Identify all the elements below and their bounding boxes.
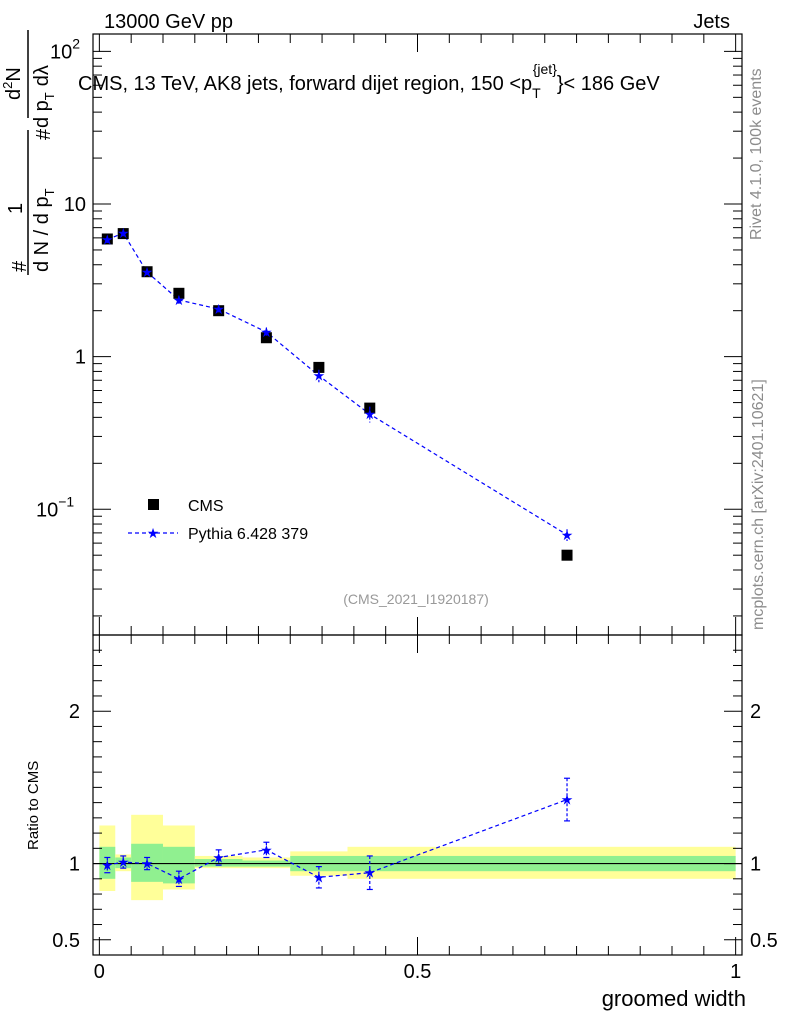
ratio-plot-frame xyxy=(92,634,743,956)
category-label: Jets xyxy=(693,11,730,33)
rivet-label: Rivet 4.1.0, 100k events xyxy=(748,68,765,240)
x-tick-label: 0 xyxy=(94,961,105,983)
main-series: ★ ★★★★★★★★ xyxy=(101,226,573,561)
ratio-point-3: ★ xyxy=(173,872,186,888)
ratio-point-2: ★ xyxy=(141,857,154,873)
cms-point-5 xyxy=(260,332,272,344)
title-main: CMS, 13 TeV, AK8 jets, forward dijet reg… xyxy=(78,73,532,95)
cms-point-1 xyxy=(117,228,129,240)
ylabel-hash2: # xyxy=(33,128,55,140)
cms-point-8 xyxy=(561,549,573,561)
pythia-point-3: ★ xyxy=(173,293,186,309)
ylabel-dn: d N / d pT xyxy=(31,188,57,272)
y-tick-label-exp: 2 xyxy=(72,35,80,51)
ratio-tick-label-right: 0.5 xyxy=(750,930,778,952)
legend-pythia-label: Pythia 6.428 379 xyxy=(188,526,308,543)
pythia-point-0: ★ xyxy=(101,233,114,249)
y-axis-label: # 1 d N / d pT # d2N d pTdλ xyxy=(0,30,57,275)
ratio-point-0: ★ xyxy=(101,858,114,874)
x-axis-label: groomed width xyxy=(602,986,746,1011)
cms-point-4 xyxy=(213,305,225,317)
y-tick-label: 1 xyxy=(75,347,86,369)
ratio-series: ★ ★ ★★★ ★★ ★★ xyxy=(101,777,574,891)
pythia-point-4: ★ xyxy=(212,302,225,318)
ratio-tick-label-right: 2 xyxy=(750,701,761,723)
main-plot-frame xyxy=(92,33,743,636)
ratio-point-4: ★ xyxy=(212,850,225,866)
ratio-tick-label-right: 1 xyxy=(750,854,761,876)
ratio-uncertainty-bands xyxy=(93,814,742,901)
chart-title: CMS, 13 TeV, AK8 jets, forward dijet reg… xyxy=(78,61,660,101)
legend-cms-marker xyxy=(148,499,159,510)
title-end: }< 186 GeV xyxy=(557,73,661,95)
cms-point-6 xyxy=(313,361,325,373)
ratio-tick-label-left: 2 xyxy=(69,701,80,723)
ratio-tick-label-left: 0.5 xyxy=(52,930,80,952)
ratio-axis-ticks: 2 2 1 1 0.5 0.5 xyxy=(52,649,778,952)
title-sub: T xyxy=(532,85,541,101)
x-tick-label: 1 xyxy=(730,961,741,983)
ylabel-dpt: d pTdλ xyxy=(31,65,57,128)
ratio-point-8: ★ xyxy=(561,793,574,809)
pythia-point-6: ★ xyxy=(313,369,326,385)
ylabel-d2n: d2N xyxy=(0,67,25,100)
pythia-point-8: ★ xyxy=(561,528,574,544)
y-tick-label: 10−1 xyxy=(36,493,74,521)
cms-point-3 xyxy=(173,287,185,299)
pythia-point-2: ★ xyxy=(141,265,154,281)
ratio-axis-label: Ratio to CMS xyxy=(25,761,42,850)
mcplots-label: mcplots.cern.ch [arXiv:2401.10621] xyxy=(750,379,767,630)
y-tick-label-exp: −1 xyxy=(58,493,74,509)
title-sup: {jet} xyxy=(533,61,557,77)
ratio-point-6: ★ xyxy=(313,870,326,886)
legend-pythia-star-icon: ★ xyxy=(147,526,160,542)
ratio-point-7: ★ xyxy=(363,866,376,882)
ratio-point-1: ★ xyxy=(117,855,130,871)
analysis-reference: (CMS_2021_I1920187) xyxy=(343,591,489,607)
ratio-point-5: ★ xyxy=(260,843,273,859)
legend-cms-label: CMS xyxy=(188,498,224,515)
pythia-line xyxy=(107,232,568,536)
pythia-point-5: ★ xyxy=(260,325,273,341)
y-tick-label: 10 xyxy=(64,194,86,216)
pythia-point-1: ★ xyxy=(117,226,130,242)
y-tick-label-base: 10 xyxy=(50,41,72,63)
x-tick-label: 0.5 xyxy=(404,961,432,983)
ylabel-one: 1 xyxy=(5,203,27,214)
ylabel-hash1: # xyxy=(9,260,31,272)
y-tick-label: 102 xyxy=(50,35,80,63)
y-tick-label-base: 10 xyxy=(36,499,58,521)
legend: CMS ★ Pythia 6.428 379 xyxy=(128,498,308,543)
energy-label: 13000 GeV pp xyxy=(104,11,233,33)
ratio-tick-label-left: 1 xyxy=(69,854,80,876)
pythia-point-7: ★ xyxy=(363,407,376,423)
